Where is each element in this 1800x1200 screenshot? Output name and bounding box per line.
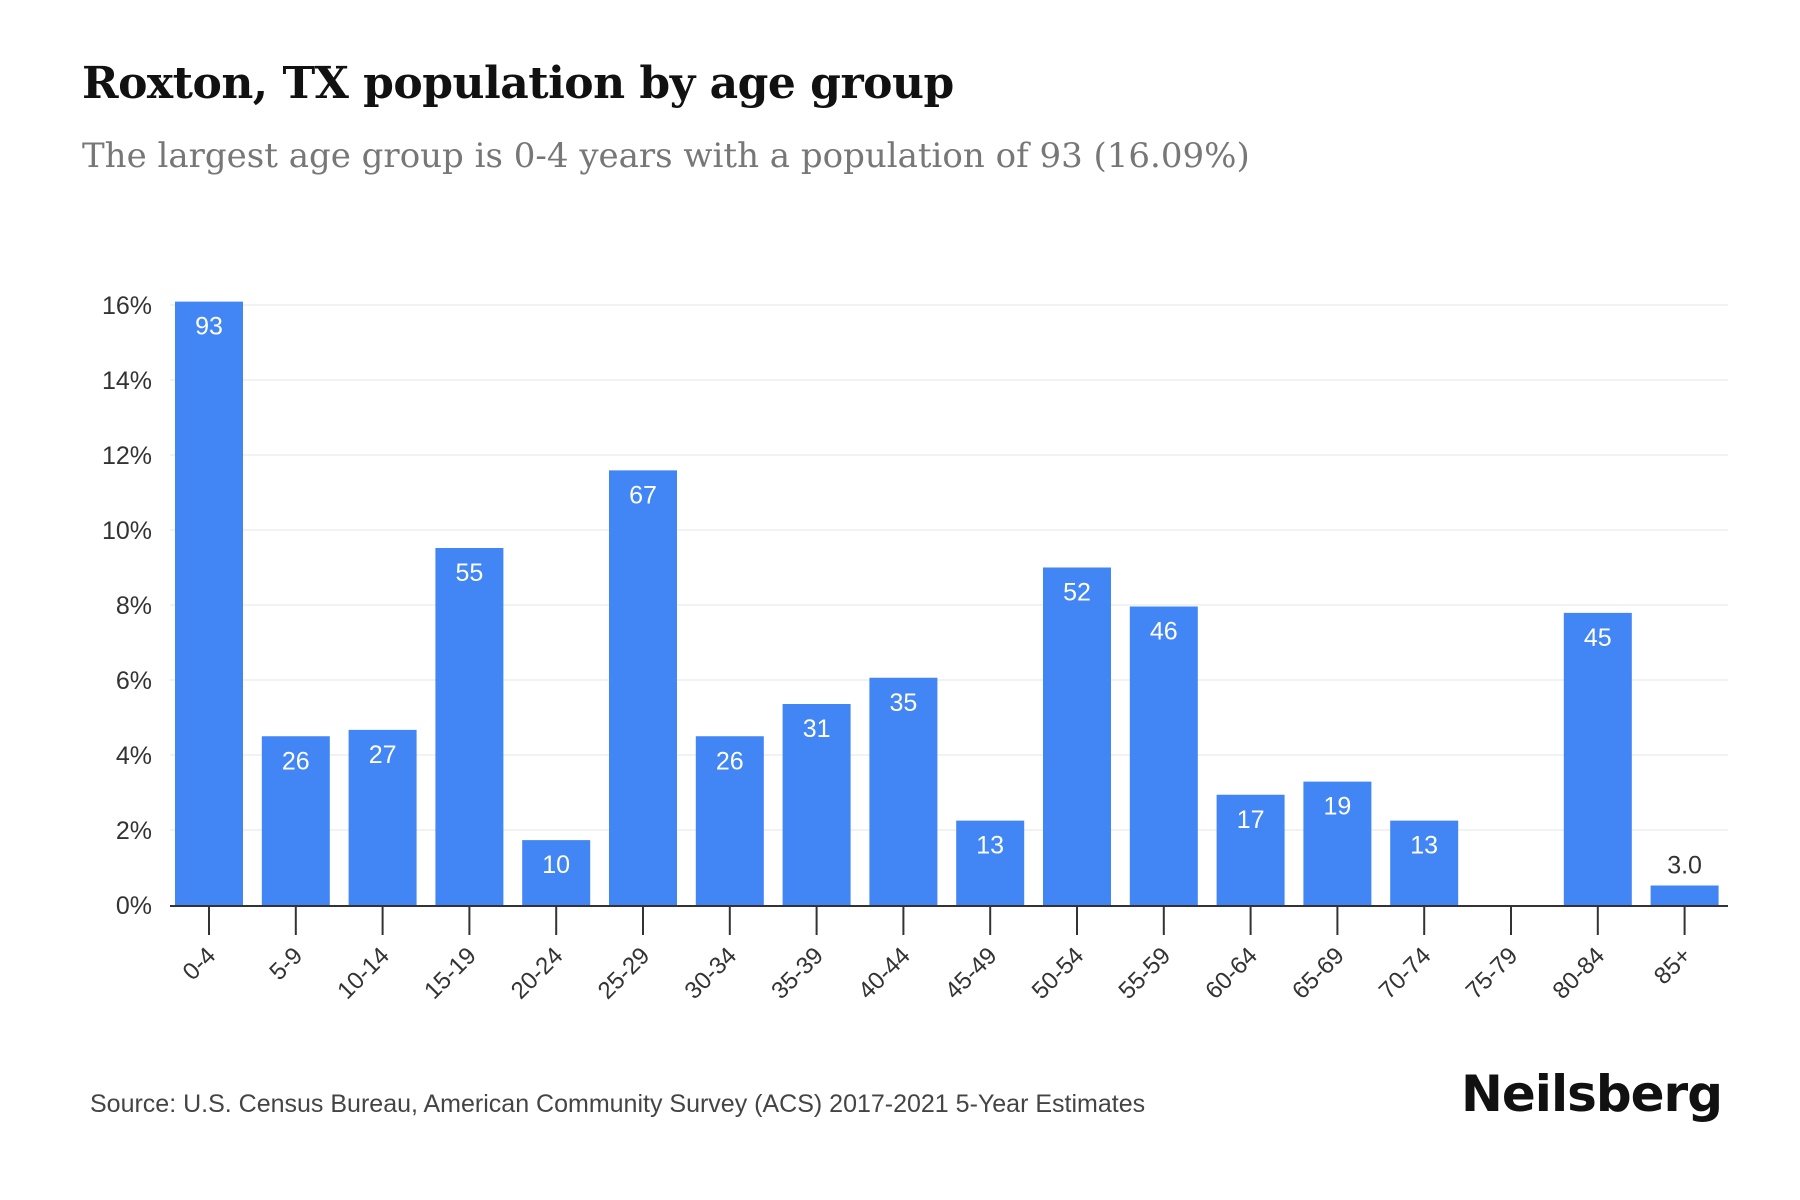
x-axis-ticks: 0-4 5-9 10-14 15-19 20-24 25-29 30-34 35-39 40-4… xyxy=(178,907,1697,1005)
bars xyxy=(175,301,1719,905)
data-label: 46 xyxy=(1150,618,1178,646)
source-note: Source: U.S. Census Bureau, American Com… xyxy=(90,1090,1146,1118)
x-tick-label: 40-44 xyxy=(853,942,916,1005)
x-tick-label: 35-39 xyxy=(766,942,829,1005)
bar-20-24 xyxy=(522,840,591,905)
x-tick-label: 0-4 xyxy=(178,942,222,986)
bar-70-74 xyxy=(1390,820,1459,905)
data-label: 35 xyxy=(889,689,917,717)
x-tick-label: 85+ xyxy=(1649,942,1697,990)
x-tick-label: 80-84 xyxy=(1548,942,1611,1005)
bar-30-34 xyxy=(695,736,764,905)
bar-80-84 xyxy=(1563,612,1632,905)
data-label: 17 xyxy=(1237,806,1265,834)
y-tick-label: 0% xyxy=(116,892,152,920)
x-tick-label: 30-34 xyxy=(680,942,743,1005)
chart-title: Roxton, TX population by age group xyxy=(82,58,954,109)
x-tick-label: 25-29 xyxy=(593,942,656,1005)
bar-25-29 xyxy=(609,470,677,905)
data-label: 45 xyxy=(1584,624,1612,652)
x-tick-label: 45-49 xyxy=(940,942,1003,1005)
y-tick-label: 10% xyxy=(102,517,152,545)
y-axis-ticks: 0% 2% 4% 6% 8% 10% 12% 14% 16% xyxy=(102,292,152,920)
bar-45-49 xyxy=(956,820,1025,905)
x-tick-label: 70-74 xyxy=(1374,942,1437,1005)
data-label: 26 xyxy=(716,747,744,775)
data-label: 55 xyxy=(455,559,483,587)
y-tick-label: 14% xyxy=(102,367,152,395)
bar-5-9 xyxy=(261,736,330,905)
data-label: 31 xyxy=(803,715,831,743)
data-label: 93 xyxy=(195,313,223,341)
bar-60-64 xyxy=(1216,794,1285,905)
chart-subtitle: The largest age group is 0-4 years with … xyxy=(82,136,1250,176)
data-label: 26 xyxy=(282,747,310,775)
x-tick-label: 55-59 xyxy=(1114,942,1177,1005)
data-label: 13 xyxy=(976,832,1004,860)
grid-lines xyxy=(170,304,1728,831)
data-label: 27 xyxy=(369,741,397,769)
y-tick-label: 2% xyxy=(116,817,152,845)
bar-50-54 xyxy=(1043,567,1111,905)
data-labels: 93 26 27 55 10 67 26 31 35 13 52 46 17 19 13 45 3.0 xyxy=(195,313,1702,880)
brand-logo: Neilsberg xyxy=(1461,1065,1723,1123)
bar-85+ xyxy=(1650,885,1719,905)
x-tick-label: 75-79 xyxy=(1461,942,1524,1005)
data-label: 13 xyxy=(1410,832,1438,860)
x-tick-label: 15-19 xyxy=(419,942,482,1005)
bar-35-39 xyxy=(782,704,851,905)
x-tick-label: 60-64 xyxy=(1200,942,1263,1005)
bar-55-59 xyxy=(1129,606,1198,905)
bar-10-14 xyxy=(348,729,417,905)
data-label: 52 xyxy=(1063,579,1091,607)
y-tick-label: 4% xyxy=(116,742,152,770)
y-tick-label: 6% xyxy=(116,667,152,695)
data-label: 19 xyxy=(1323,793,1351,821)
y-tick-label: 8% xyxy=(116,592,152,620)
x-tick-label: 10-14 xyxy=(332,942,395,1005)
data-label: 3.0 xyxy=(1667,852,1702,880)
data-label: 10 xyxy=(542,851,570,879)
bar-40-44 xyxy=(869,677,938,905)
bar-0-4 xyxy=(175,301,243,905)
y-tick-label: 12% xyxy=(102,442,152,470)
x-tick-label: 5-9 xyxy=(264,942,308,986)
data-label: 67 xyxy=(629,481,657,509)
x-tick-label: 65-69 xyxy=(1287,942,1350,1005)
bar-65-69 xyxy=(1303,781,1372,905)
y-tick-label: 16% xyxy=(102,292,152,320)
bar-15-19 xyxy=(435,548,504,905)
x-tick-label: 50-54 xyxy=(1027,942,1090,1005)
x-tick-label: 20-24 xyxy=(506,942,569,1005)
